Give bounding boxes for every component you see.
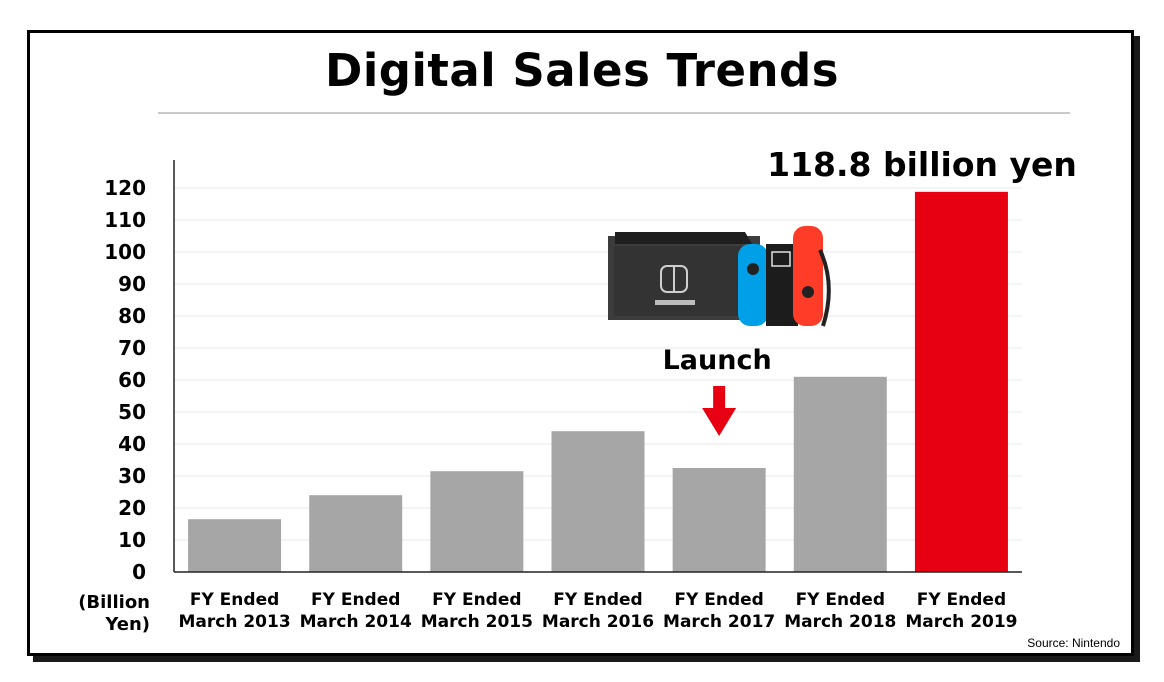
y-tick-label: 20 [118,496,146,520]
launch-annotation: Launch [663,345,772,376]
y-tick-label: 100 [104,240,146,264]
chart-title: Digital Sales Trends [324,44,840,97]
y-tick-label: 110 [104,208,146,232]
x-tick-label: March 2017 [663,612,775,632]
y-tick-label: 120 [104,176,146,200]
switch-console-image [608,226,831,327]
y-unit-line-2: Yen) [105,614,150,635]
x-tick-label: FY Ended [553,590,642,610]
x-tick-label: FY Ended [190,590,279,610]
bar [914,191,1008,572]
x-tick-label: FY Ended [917,590,1006,610]
y-tick-label: 90 [118,272,146,296]
y-tick-label: 10 [118,528,146,552]
bar [551,431,645,572]
x-tick-label: FY Ended [432,590,521,610]
x-tick-label: March 2016 [542,612,654,632]
y-tick-label: 50 [118,400,146,424]
bar [309,495,403,572]
source-note: Source: Nintendo [1027,636,1120,650]
y-tick-label: 30 [118,464,146,488]
x-tick-label: March 2018 [784,612,896,632]
bar [672,468,766,572]
x-tick-label: March 2019 [905,612,1017,632]
y-tick-label: 70 [118,336,146,360]
x-tick-label: FY Ended [796,590,885,610]
highlight-value-label: 118.8 billion yen [767,145,1077,184]
y-axis-unit-label: (Billion Yen) [62,592,150,636]
x-tick-label: March 2013 [178,612,290,632]
x-tick-label: FY Ended [674,590,763,610]
y-unit-line-1: (Billion [78,592,150,613]
y-tick-label: 60 [118,368,146,392]
y-tick-label: 40 [118,432,146,456]
bar [793,376,887,572]
y-tick-label: 80 [118,304,146,328]
x-tick-label: March 2014 [300,612,412,632]
bar [188,519,282,572]
down-arrow-icon [702,386,737,436]
y-tick-label: 0 [132,560,146,584]
title-divider [158,112,1070,114]
bar [430,471,524,572]
x-tick-label: FY Ended [311,590,400,610]
x-tick-label: March 2015 [421,612,533,632]
